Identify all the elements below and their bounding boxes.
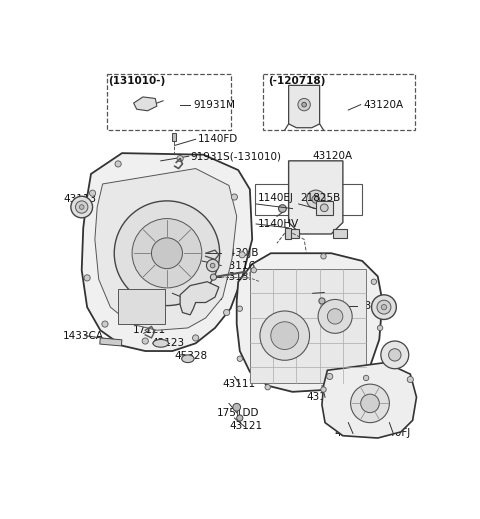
Circle shape: [265, 385, 270, 390]
Text: 1140HV: 1140HV: [258, 219, 299, 229]
Circle shape: [102, 321, 108, 327]
Text: (-120718): (-120718): [268, 76, 325, 86]
Text: 17121: 17121: [133, 325, 166, 335]
Circle shape: [224, 309, 230, 316]
PathPatch shape: [288, 86, 320, 128]
Text: 43111: 43111: [222, 379, 255, 389]
Circle shape: [377, 325, 383, 331]
Circle shape: [363, 375, 369, 380]
Circle shape: [321, 387, 326, 392]
Circle shape: [278, 204, 286, 212]
Text: 1140EJ: 1140EJ: [258, 193, 293, 203]
Circle shape: [237, 356, 242, 361]
PathPatch shape: [288, 161, 343, 234]
Text: 1140FD: 1140FD: [198, 134, 238, 144]
Bar: [107, 74, 230, 130]
Circle shape: [239, 252, 245, 258]
PathPatch shape: [322, 363, 417, 438]
Circle shape: [79, 204, 84, 209]
Bar: [100, 338, 122, 346]
Circle shape: [237, 415, 243, 421]
Circle shape: [192, 335, 199, 341]
Circle shape: [407, 376, 413, 383]
Bar: [333, 228, 347, 238]
Text: 43116: 43116: [223, 261, 256, 270]
Text: 43140: 43140: [335, 428, 367, 439]
Text: 43134A: 43134A: [182, 292, 223, 302]
Text: 91931M: 91931M: [193, 100, 235, 110]
Bar: [172, 133, 176, 141]
Ellipse shape: [153, 339, 168, 347]
Bar: [316, 201, 333, 215]
Circle shape: [321, 254, 326, 259]
Circle shape: [327, 309, 343, 324]
Circle shape: [350, 384, 389, 422]
PathPatch shape: [95, 169, 237, 330]
Circle shape: [381, 305, 387, 310]
Text: 43121: 43121: [229, 421, 262, 431]
PathPatch shape: [180, 282, 219, 315]
Bar: [285, 228, 291, 239]
Text: 43113: 43113: [63, 194, 96, 203]
Circle shape: [360, 394, 379, 413]
Circle shape: [231, 194, 238, 200]
Circle shape: [251, 267, 256, 273]
Text: 43119: 43119: [359, 301, 392, 310]
Circle shape: [210, 274, 216, 280]
Circle shape: [71, 196, 93, 218]
Text: 11403B: 11403B: [326, 288, 366, 297]
Circle shape: [321, 204, 328, 212]
Circle shape: [210, 263, 215, 268]
Text: (131010-): (131010-): [108, 76, 165, 86]
Text: 1430JB: 1430JB: [223, 248, 259, 258]
Text: 45328: 45328: [175, 351, 208, 361]
Text: 1140FJ: 1140FJ: [375, 428, 411, 439]
PathPatch shape: [237, 253, 383, 392]
Circle shape: [152, 238, 182, 269]
Circle shape: [206, 260, 219, 272]
Circle shape: [377, 300, 391, 314]
Ellipse shape: [181, 355, 194, 363]
Text: 1751DD: 1751DD: [216, 407, 259, 418]
Circle shape: [142, 338, 148, 344]
Circle shape: [75, 201, 88, 213]
Circle shape: [298, 99, 311, 111]
Circle shape: [372, 295, 396, 320]
Circle shape: [114, 201, 220, 306]
Circle shape: [306, 190, 325, 209]
Circle shape: [389, 349, 401, 361]
Circle shape: [260, 311, 310, 360]
Text: 91931S(-131010): 91931S(-131010): [190, 151, 281, 161]
Circle shape: [177, 156, 183, 161]
Text: 21825B: 21825B: [300, 193, 340, 203]
Text: 43120A: 43120A: [312, 151, 353, 161]
Circle shape: [84, 275, 90, 281]
Bar: [263, 74, 415, 130]
Text: 1433CA: 1433CA: [63, 331, 104, 340]
Bar: [118, 290, 165, 324]
Text: 43135: 43135: [223, 272, 256, 282]
Circle shape: [132, 218, 202, 288]
Circle shape: [89, 190, 96, 196]
Text: 43115: 43115: [99, 202, 132, 212]
Circle shape: [318, 299, 352, 333]
PathPatch shape: [133, 97, 157, 111]
Circle shape: [381, 341, 409, 368]
Text: 43120A: 43120A: [364, 100, 404, 110]
Circle shape: [115, 161, 121, 167]
Circle shape: [302, 102, 306, 107]
Bar: [255, 184, 362, 215]
Circle shape: [233, 403, 240, 411]
Circle shape: [271, 322, 299, 349]
Bar: [250, 269, 366, 383]
Text: 43112B: 43112B: [306, 392, 347, 402]
Bar: [285, 228, 299, 238]
PathPatch shape: [82, 153, 252, 351]
Circle shape: [237, 306, 242, 311]
Circle shape: [326, 373, 333, 379]
Circle shape: [319, 298, 325, 304]
Circle shape: [312, 196, 320, 203]
Text: 43123: 43123: [152, 338, 185, 348]
Circle shape: [371, 279, 377, 284]
